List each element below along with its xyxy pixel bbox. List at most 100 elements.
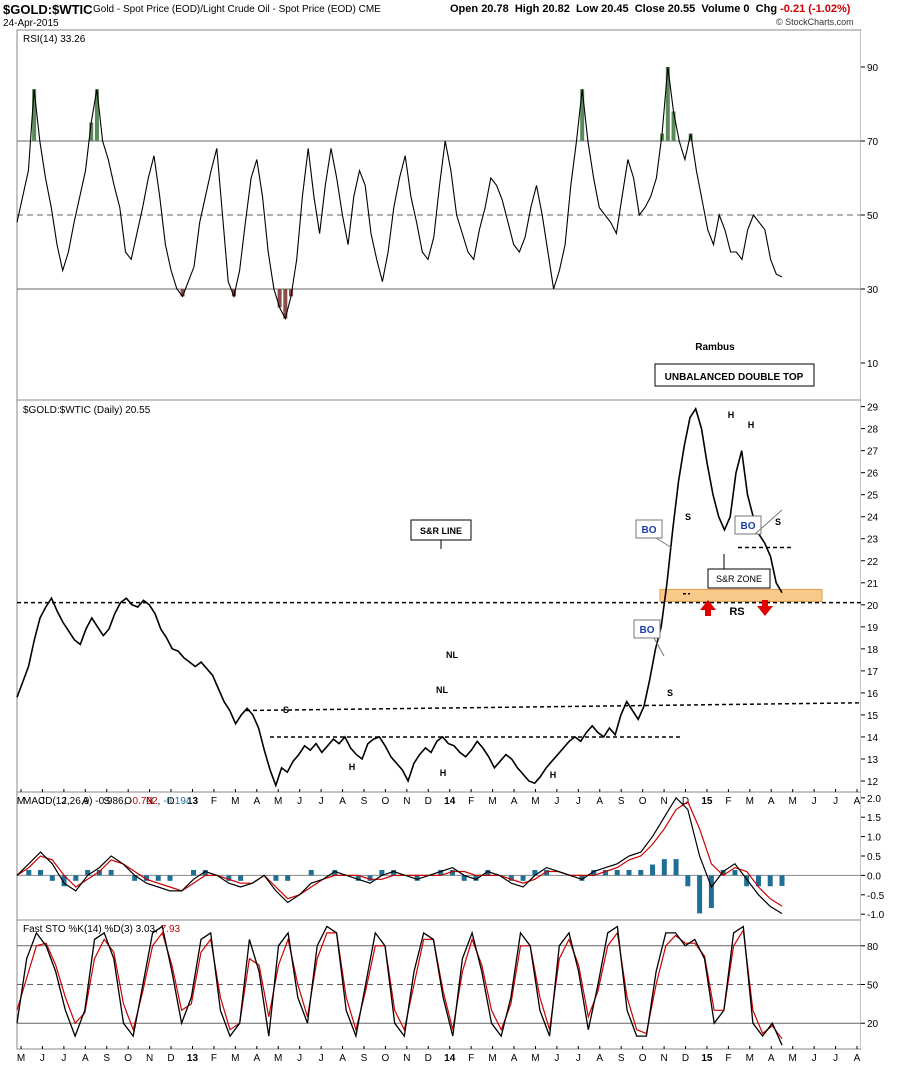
sto-tick-label: 80	[867, 942, 879, 953]
price-tick-label: 17	[867, 667, 879, 678]
sto-x-label: J	[319, 1053, 324, 1064]
rsi-tick-label: 10	[867, 359, 879, 370]
macd-signal-line	[16, 800, 783, 907]
price-x-label: A	[768, 796, 775, 807]
bo-box-1-label: BO	[642, 525, 657, 536]
bo-box-1	[635, 519, 663, 539]
sto-x-label: J	[576, 1053, 581, 1064]
price-x-label: D	[425, 796, 432, 807]
sto-x-label: D	[682, 1053, 689, 1064]
price-tick-label: 13	[867, 755, 879, 766]
sto-x-label: S	[618, 1053, 625, 1064]
price-x-label: O	[382, 796, 390, 807]
sto-x-label: O	[124, 1053, 132, 1064]
sto-x-label: N	[660, 1053, 667, 1064]
price-x-label: 15	[701, 796, 713, 807]
sto-x-label: O	[639, 1053, 647, 1064]
price-x-label: A	[339, 796, 346, 807]
price-x-label: M	[17, 796, 25, 807]
macd-tick-label: 2.0	[867, 794, 881, 805]
sto-tick-label: 20	[867, 1019, 879, 1030]
rsi-tick-label: 50	[867, 211, 879, 222]
price-x-label: D	[167, 796, 174, 807]
s-label-1: S	[283, 705, 289, 715]
price-tick-label: 18	[867, 645, 879, 656]
right-axis-strip	[861, 30, 900, 1049]
macd-title: MACD(12,26,9) -0.986, -0.792, -0.194	[23, 796, 192, 807]
price-tick-label: 22	[867, 557, 879, 568]
neckline-upper	[245, 702, 862, 712]
price-x-label: N	[660, 796, 667, 807]
price-tick-label: 20	[867, 601, 879, 612]
quote-readout: Open 20.78 High 20.82 Low 20.45 Close 20…	[450, 3, 850, 15]
rsi-tick-label: 90	[867, 63, 879, 74]
price-x-label: A	[596, 796, 603, 807]
sto-x-label: F	[468, 1053, 474, 1064]
bo-box-3-label: BO	[640, 625, 655, 636]
price-x-label: F	[725, 796, 731, 807]
s-label-2: S	[667, 688, 673, 698]
sto-x-label: J	[833, 1053, 838, 1064]
price-x-label: N	[146, 796, 153, 807]
price-tick-label: 28	[867, 425, 879, 436]
h-label-4: H	[728, 410, 735, 420]
price-x-label: A	[854, 796, 861, 807]
neckline-lower-label: NL	[436, 685, 448, 695]
price-x-label: O	[124, 796, 132, 807]
sto-x-label: A	[768, 1053, 775, 1064]
double-top-box	[654, 363, 815, 387]
sto-x-label: M	[746, 1053, 754, 1064]
price-tick-label: 16	[867, 689, 879, 700]
rsi-tick-label: 30	[867, 285, 879, 296]
sto-d-line	[16, 928, 783, 1040]
price-x-label: 13	[187, 796, 199, 807]
price-x-label: J	[40, 796, 45, 807]
price-x-label: A	[511, 796, 518, 807]
open-label: Open	[450, 3, 479, 15]
price-x-label: A	[253, 796, 260, 807]
price-tick-label: 19	[867, 623, 879, 634]
s-label-4: S	[775, 517, 781, 527]
sto-x-label: J	[297, 1053, 302, 1064]
sr-line-label: S&R LINE	[420, 526, 462, 536]
close-value: 20.55	[667, 3, 696, 15]
macd-tick-label: 0.5	[867, 852, 881, 863]
macd-tick-label: -0.5	[867, 891, 885, 902]
h-label-1: H	[349, 762, 356, 772]
sto-x-label: M	[531, 1053, 539, 1064]
rsi-title: RSI(14) 33.26	[23, 34, 86, 45]
price-tick-label: 14	[867, 733, 879, 744]
price-x-label: J	[833, 796, 838, 807]
sto-x-label: A	[339, 1053, 346, 1064]
sto-x-label: A	[82, 1053, 89, 1064]
price-x-label: J	[319, 796, 324, 807]
sr-zone-callout	[707, 568, 771, 589]
red-up-arrow	[700, 600, 716, 616]
macd-line	[16, 796, 783, 915]
sto-x-label: M	[488, 1053, 496, 1064]
price-x-label: S	[618, 796, 625, 807]
price-x-label: O	[639, 796, 647, 807]
price-tick-label: 27	[867, 447, 879, 458]
rambus-label: Rambus	[695, 342, 735, 353]
sto-k-line	[16, 925, 783, 1046]
double-top-label: UNBALANCED DOUBLE TOP	[665, 372, 804, 383]
chg-value: -0.21 (-1.02%)	[780, 3, 851, 15]
h-label-5: H	[748, 420, 755, 430]
high-label: High	[514, 3, 540, 15]
low-value: 20.45	[601, 3, 629, 15]
price-line	[16, 406, 783, 788]
chart-date: 24-Apr-2015	[3, 18, 59, 29]
bo-box-2-pointer	[754, 509, 783, 535]
volume-value: 0	[743, 3, 750, 15]
price-x-label: A	[82, 796, 89, 807]
sto-x-label: N	[146, 1053, 153, 1064]
neckline-upper-label: NL	[446, 650, 458, 660]
rsi-line	[16, 66, 783, 321]
panel-frame-macd	[16, 791, 862, 921]
price-x-label: J	[61, 796, 66, 807]
sr-zone	[659, 588, 823, 603]
close-label: Close	[634, 3, 665, 15]
price-tick-label: 15	[867, 711, 879, 722]
